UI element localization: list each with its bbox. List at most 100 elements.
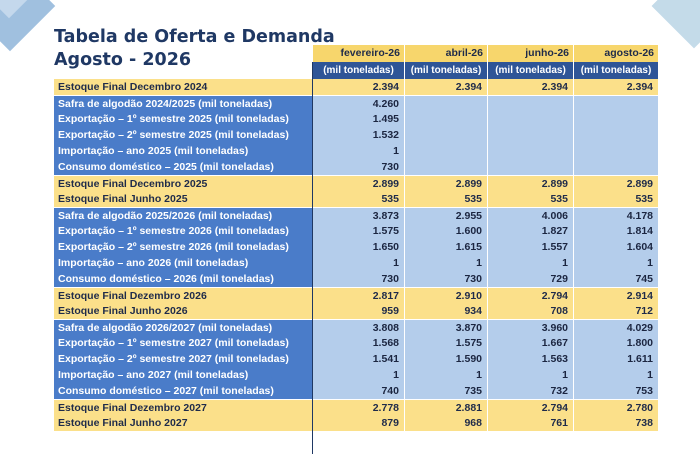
table-cell-value: 735 [404, 383, 487, 399]
table-cell-value: 2.955 [404, 207, 487, 223]
row-label: Estoque Final Junho 2025 [54, 191, 312, 207]
row-label: Exportação – 2º semestre 2025 (mil tonel… [54, 127, 312, 143]
table-cell-value: 2.394 [487, 79, 573, 95]
table-cell-value: 2.817 [312, 287, 404, 303]
table-cell-value: 2.778 [312, 399, 404, 415]
table-cell-value: 934 [404, 303, 487, 319]
table-cell-value [487, 95, 573, 111]
column-header-unit: (mil toneladas) [573, 62, 658, 79]
row-label: Exportação – 1º semestre 2025 (mil tonel… [54, 111, 312, 127]
table-cell-value: 4.260 [312, 95, 404, 111]
table-cell-value: 712 [573, 303, 658, 319]
table-cell-value: 745 [573, 271, 658, 287]
table-cell-value: 732 [487, 383, 573, 399]
table-cell-value [487, 111, 573, 127]
row-label: Exportação – 1º semestre 2026 (mil tonel… [54, 223, 312, 239]
row-label: Exportação – 2º semestre 2026 (mil tonel… [54, 239, 312, 255]
table-cell-value: 2.910 [404, 287, 487, 303]
table-cell-value [404, 111, 487, 127]
header-corner [54, 45, 312, 62]
row-label: Consumo doméstico – 2025 (mil toneladas) [54, 159, 312, 175]
title-line-1: Tabela de Oferta e Demanda [54, 27, 335, 47]
table-cell-value: 1.568 [312, 335, 404, 351]
column-header-month: abril-26 [404, 45, 487, 62]
row-label: Consumo doméstico – 2027 (mil toneladas) [54, 383, 312, 399]
table-cell-value: 2.794 [487, 399, 573, 415]
table-cell-value: 2.780 [573, 399, 658, 415]
table-cell-value: 1.532 [312, 127, 404, 143]
table-cell-value: 730 [312, 271, 404, 287]
table-cell-value: 535 [487, 191, 573, 207]
table-cell-value: 1 [312, 255, 404, 271]
table-cell-value: 761 [487, 415, 573, 431]
table-cell-value: 1.827 [487, 223, 573, 239]
table-cell-value [404, 159, 487, 175]
corner-decoration-right [651, 0, 700, 49]
table-cell-value: 2.899 [312, 175, 404, 191]
table-cell-value: 1.650 [312, 239, 404, 255]
table-cell-value: 4.006 [487, 207, 573, 223]
row-label: Safra de algodão 2025/2026 (mil tonelada… [54, 207, 312, 223]
table-cell-value [573, 143, 658, 159]
page-title: Tabela de Oferta e Demanda Agosto - 2026 [54, 26, 335, 72]
row-label: Estoque Final Junho 2026 [54, 303, 312, 319]
row-label: Exportação – 1º semestre 2027 (mil tonel… [54, 335, 312, 351]
title-line-2: Agosto - 2026 [54, 50, 192, 70]
table-cell-value: 1.814 [573, 223, 658, 239]
table-cell-value: 879 [312, 415, 404, 431]
table-cell-value: 1 [573, 367, 658, 383]
table-cell-value: 1.600 [404, 223, 487, 239]
table-cell-value: 1.611 [573, 351, 658, 367]
column-header-month: junho-26 [487, 45, 573, 62]
table-cell-value: 959 [312, 303, 404, 319]
row-label: Exportação – 2º semestre 2027 (mil tonel… [54, 351, 312, 367]
table-cell-value: 753 [573, 383, 658, 399]
table-cell-value: 2.899 [487, 175, 573, 191]
table-cell-value: 2.881 [404, 399, 487, 415]
table-cell-value: 2.394 [573, 79, 658, 95]
table-cell-value: 1.495 [312, 111, 404, 127]
row-label: Safra de algodão 2026/2027 (mil tonelada… [54, 319, 312, 335]
table-cell-value: 968 [404, 415, 487, 431]
row-label: Importação – ano 2026 (mil toneladas) [54, 255, 312, 271]
table-cell-value: 1.800 [573, 335, 658, 351]
column-header-unit: (mil toneladas) [312, 62, 404, 79]
table-cell-value: 4.178 [573, 207, 658, 223]
table-cell-value: 1 [573, 255, 658, 271]
table-cell-value: 1.590 [404, 351, 487, 367]
table-cell-value: 1.667 [487, 335, 573, 351]
row-label: Estoque Final Dezembro 2026 [54, 287, 312, 303]
table-cell-value [487, 127, 573, 143]
table-cell-value: 1 [312, 143, 404, 159]
table-cell-value: 2.899 [404, 175, 487, 191]
table-cell-value: 2.914 [573, 287, 658, 303]
table-cell-value: 740 [312, 383, 404, 399]
table-cell-value [573, 159, 658, 175]
row-label: Estoque Final Dezembro 2027 [54, 399, 312, 415]
row-label: Safra de algodão 2024/2025 (mil tonelada… [54, 95, 312, 111]
table-cell-value: 1.575 [312, 223, 404, 239]
table-cell-value: 1.541 [312, 351, 404, 367]
table-cell-value: 535 [404, 191, 487, 207]
row-label: Importação – ano 2025 (mil toneladas) [54, 143, 312, 159]
column-header-month: fevereiro-26 [312, 45, 404, 62]
table-cell-value: 1.575 [404, 335, 487, 351]
table-cell-value [573, 95, 658, 111]
supply-demand-table: fevereiro-26 abril-26 junho-26 agosto-26… [54, 45, 658, 431]
table-cell-value: 730 [404, 271, 487, 287]
table-cell-value: 3.808 [312, 319, 404, 335]
table-cell-value [573, 127, 658, 143]
row-label: Estoque Final Decembro 2025 [54, 175, 312, 191]
table-cell-value: 1 [487, 367, 573, 383]
table-cell-value: 708 [487, 303, 573, 319]
table-cell-value [404, 127, 487, 143]
table-cell-value [487, 159, 573, 175]
row-label: Consumo doméstico – 2026 (mil toneladas) [54, 271, 312, 287]
header-corner-unit [54, 62, 312, 79]
row-label: Estoque Final Junho 2027 [54, 415, 312, 431]
table-cell-value: 3.873 [312, 207, 404, 223]
table-cell-value: 2.794 [487, 287, 573, 303]
column-header-unit: (mil toneladas) [404, 62, 487, 79]
table-cell-value: 4.029 [573, 319, 658, 335]
table-cell-value [487, 143, 573, 159]
